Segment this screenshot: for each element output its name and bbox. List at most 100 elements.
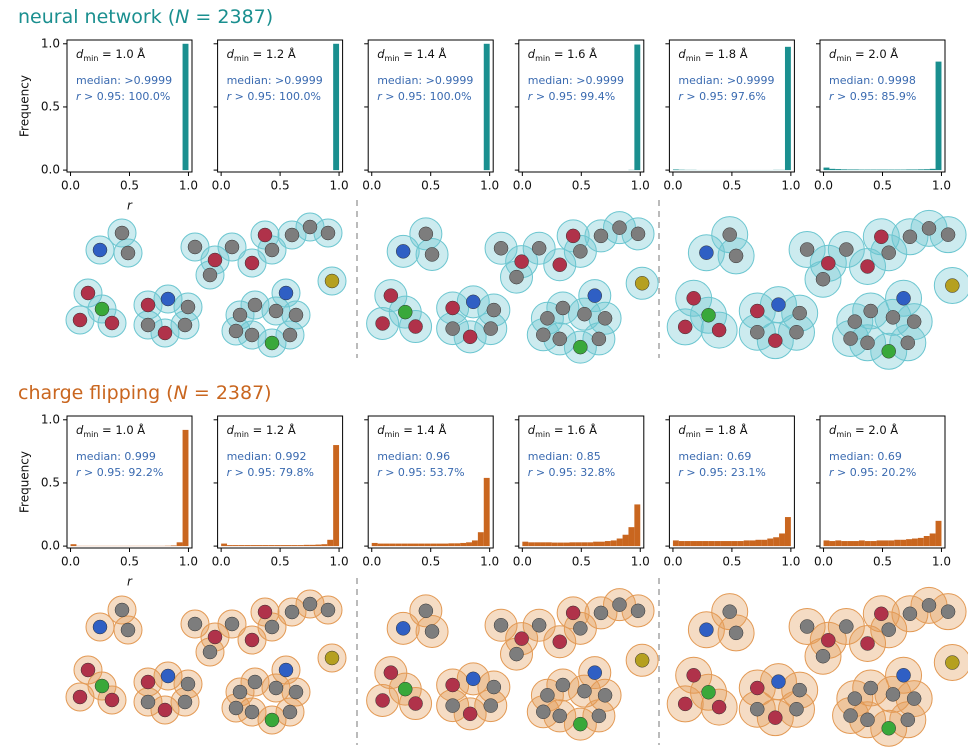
bar (551, 542, 558, 547)
x-tick-label: 0.5 (271, 555, 290, 569)
atom (383, 288, 399, 303)
atom (906, 314, 922, 329)
bar (900, 169, 907, 171)
annotation-part: d (377, 47, 385, 61)
atom (552, 634, 568, 649)
atom (264, 619, 280, 635)
atom (228, 323, 244, 339)
atom (80, 662, 96, 678)
atom (940, 227, 956, 242)
annotation-fraction: r > 0.95: 32.8% (528, 466, 615, 479)
x-tick-label: 0.5 (873, 555, 892, 569)
atom (577, 306, 592, 322)
atom (486, 679, 502, 695)
annotation-part: r (227, 466, 233, 479)
atom (228, 700, 244, 716)
atom (921, 598, 937, 613)
bar (672, 169, 679, 171)
atom (224, 616, 240, 632)
annotation-part: = 1.4 Å (400, 46, 447, 61)
molecule-render (65, 212, 347, 358)
bar (333, 43, 340, 171)
bar (250, 545, 257, 547)
annotation-part: d (76, 423, 84, 437)
bar (454, 543, 461, 547)
bar (702, 541, 709, 547)
annotation-median: median: 0.96 (377, 450, 450, 463)
x-tick-label: 0.0 (513, 555, 532, 569)
atom (815, 271, 831, 287)
bar (256, 545, 263, 547)
bar (534, 542, 541, 547)
atom (268, 303, 284, 319)
bar (841, 541, 848, 547)
atom (207, 629, 223, 645)
bar (309, 544, 316, 547)
atom (552, 708, 568, 724)
atom (587, 288, 603, 303)
x-tick-label: 0.5 (572, 555, 591, 569)
atom (92, 619, 108, 635)
bar (430, 543, 437, 547)
bar (587, 542, 594, 547)
atom (573, 621, 588, 636)
annotation-part: > 0.95: 97.6% (683, 90, 766, 103)
atom (728, 625, 744, 641)
atom (224, 239, 240, 255)
x-tick-label: 0.0 (362, 179, 381, 193)
annotation-median: median: 0.85 (528, 450, 601, 463)
atom (792, 682, 807, 698)
atom (278, 285, 294, 301)
atom (821, 633, 836, 648)
atom (587, 665, 603, 680)
bar (900, 539, 907, 547)
bar (448, 543, 455, 547)
annotation-part: min (836, 54, 851, 63)
annotation-median: median: >0.9999 (227, 74, 323, 87)
atom (821, 256, 836, 271)
bar (227, 545, 233, 547)
bar (858, 169, 865, 171)
atom (536, 704, 551, 720)
atom (597, 688, 613, 703)
atom (768, 710, 783, 725)
atom (686, 291, 701, 306)
title-part: N (174, 382, 188, 404)
atom (324, 650, 340, 666)
atom (160, 291, 176, 307)
atom (320, 225, 336, 241)
bar (906, 169, 912, 171)
atom (445, 321, 460, 336)
atom (445, 677, 460, 693)
atom (493, 241, 509, 256)
atom (843, 708, 858, 723)
atom (375, 316, 390, 331)
bar (418, 543, 425, 547)
atom (92, 242, 108, 258)
atom (320, 602, 336, 618)
bar (477, 532, 484, 547)
title-part: = 2387) (189, 6, 273, 28)
annotation-part: r (227, 90, 233, 103)
atom (573, 716, 588, 732)
annotation-part: = 1.0 Å (98, 422, 145, 437)
bar (737, 541, 744, 547)
annotation-fraction: r > 0.95: 100.0% (227, 90, 321, 103)
atom (701, 307, 716, 323)
atom (80, 285, 96, 301)
atom (180, 299, 196, 315)
atom (177, 317, 193, 333)
bar (858, 540, 865, 547)
atom (630, 226, 646, 242)
x-tick-label: 1.0 (781, 179, 800, 193)
bar (176, 542, 183, 547)
annotation-part: = 1.8 Å (701, 46, 748, 61)
atom (324, 273, 340, 289)
atom (244, 704, 260, 720)
title-part: charge flipping ( (18, 382, 174, 404)
annotation-part: d (528, 47, 536, 61)
bar (690, 541, 697, 547)
x-tick-label: 0.0 (362, 555, 381, 569)
atom (728, 248, 744, 264)
annotation-part: = 1.0 Å (98, 46, 145, 61)
